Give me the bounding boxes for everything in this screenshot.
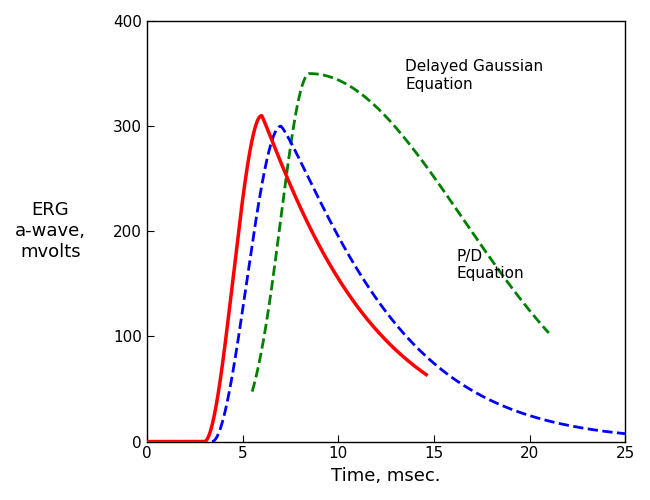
Text: Delayed Gaussian
Equation: Delayed Gaussian Equation [405, 60, 543, 92]
Text: P/D
Equation: P/D Equation [457, 248, 525, 281]
X-axis label: Time, msec.: Time, msec. [332, 467, 441, 485]
Y-axis label: ERG
a-wave,
mvolts: ERG a-wave, mvolts [15, 202, 86, 261]
